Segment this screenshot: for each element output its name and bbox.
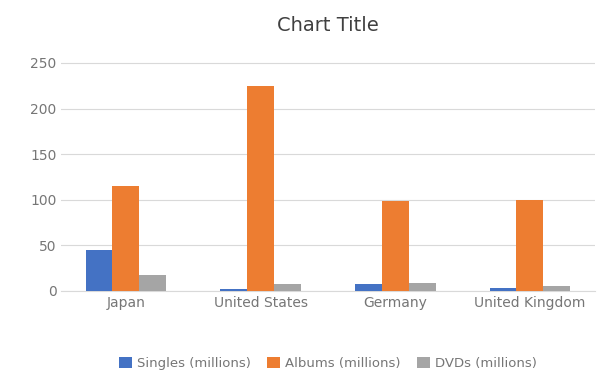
Bar — [355, 283, 382, 291]
Bar — [220, 289, 247, 291]
Bar — [274, 283, 301, 291]
Bar — [490, 288, 517, 291]
Bar — [247, 86, 274, 291]
Bar — [517, 200, 544, 291]
Title: Chart Title: Chart Title — [277, 16, 379, 35]
Bar — [409, 283, 436, 291]
Bar — [382, 201, 409, 291]
Bar — [112, 186, 139, 291]
Bar — [544, 286, 570, 291]
Bar — [86, 250, 112, 291]
Legend: Singles (millions), Albums (millions), DVDs (millions): Singles (millions), Albums (millions), D… — [113, 352, 543, 373]
Bar — [139, 275, 166, 291]
